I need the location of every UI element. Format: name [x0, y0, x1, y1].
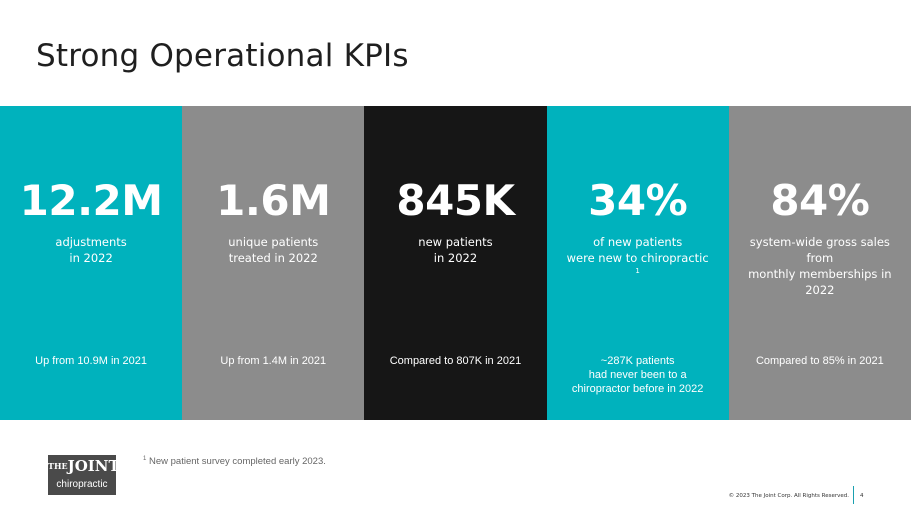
- kpi-description-line: adjustments: [55, 235, 127, 249]
- kpi-description: unique patients treated in 2022: [188, 234, 358, 266]
- kpi-comparison-line: had never been to a: [588, 369, 687, 381]
- kpi-membership-sales: 84% system-wide gross sales from monthly…: [728, 106, 911, 420]
- footnote-text: New patient survey completed early 2023.: [148, 456, 326, 468]
- footer-divider: [853, 486, 854, 504]
- kpi-comparison: Compared to 85% in 2021: [735, 354, 905, 368]
- kpi-comparison-line: Compared to 85% in 2021: [755, 355, 884, 367]
- kpi-description-line: of new patients: [593, 235, 683, 249]
- kpi-description-line: monthly memberships in 2022: [748, 267, 892, 297]
- kpi-description: system-wide gross sales from monthly mem…: [735, 234, 905, 298]
- kpi-description-line: treated in 2022: [228, 251, 318, 265]
- kpi-description-text: were new to chiropractic: [566, 251, 709, 265]
- kpi-value: 84%: [770, 176, 870, 225]
- kpi-description-line: in 2022: [433, 251, 478, 265]
- kpi-comparison: Up from 10.9M in 2021: [6, 354, 176, 368]
- logo-subtitle: chiropractic: [56, 479, 108, 490]
- kpi-comparison: Up from 1.4M in 2021: [188, 354, 358, 368]
- kpi-row: 12.2M adjustments in 2022 Up from 10.9M …: [0, 106, 911, 420]
- logo-wordmark: THEJOINT: [48, 458, 120, 475]
- kpi-description-line: in 2022: [69, 251, 113, 265]
- the-joint-logo: THEJOINT chiropractic: [48, 455, 120, 495]
- kpi-description: of new patients were new to chiropractic…: [553, 234, 723, 282]
- kpi-description-line: were new to chiropractic 1: [553, 250, 723, 282]
- copyright-notice: © 2023 The Joint Corp. All Rights Reserv…: [728, 493, 849, 499]
- kpi-comparison-line: Up from 10.9M in 2021: [35, 355, 148, 367]
- logo-joint: JOINT: [67, 457, 120, 475]
- kpi-value: 845K: [396, 176, 515, 225]
- kpi-description-line: system-wide gross sales from: [749, 235, 890, 265]
- kpi-comparison-line: Up from 1.4M in 2021: [220, 355, 327, 367]
- kpi-new-to-chiropractic: 34% of new patients were new to chiropra…: [546, 106, 729, 420]
- kpi-comparison: Compared to 807K in 2021: [370, 354, 540, 368]
- kpi-value: 1.6M: [216, 176, 331, 225]
- logo-the: THE: [48, 461, 68, 471]
- page-title: Strong Operational KPIs: [36, 38, 409, 74]
- kpi-comparison-line: Compared to 807K in 2021: [389, 355, 522, 367]
- kpi-adjustments: 12.2M adjustments in 2022 Up from 10.9M …: [0, 106, 183, 420]
- kpi-new-patients: 845K new patients in 2022 Compared to 80…: [364, 106, 547, 420]
- kpi-description-line: unique patients: [228, 235, 319, 249]
- kpi-unique-patients: 1.6M unique patients treated in 2022 Up …: [182, 106, 365, 420]
- kpi-value: 12.2M: [19, 176, 163, 225]
- kpi-value: 34%: [588, 176, 688, 225]
- kpi-comparison-line: chiropractor before in 2022: [571, 383, 704, 395]
- page-number: 4: [860, 493, 864, 499]
- kpi-comparison-line: ~287K patients: [600, 355, 675, 367]
- footnote-marker: 1: [143, 456, 147, 462]
- footnote-marker: 1: [635, 267, 640, 276]
- kpi-comparison: ~287K patients had never been to a chiro…: [553, 354, 723, 396]
- kpi-description: adjustments in 2022: [6, 234, 176, 266]
- kpi-description: new patients in 2022: [370, 234, 540, 266]
- kpi-description-line: new patients: [418, 235, 493, 249]
- footnote: 1 New patient survey completed early 202…: [143, 456, 326, 467]
